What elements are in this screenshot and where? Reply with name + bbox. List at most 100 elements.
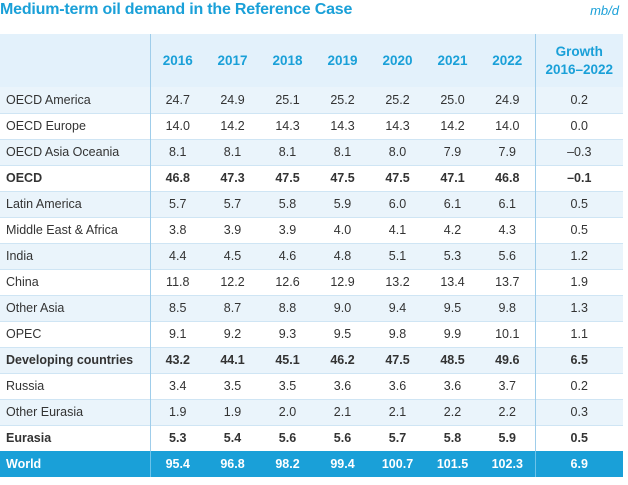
value-cell: 96.8 <box>205 451 260 477</box>
value-cell: 14.3 <box>315 112 370 139</box>
value-cell: 3.9 <box>260 216 315 243</box>
value-cell: 9.0 <box>315 294 370 321</box>
row-label: OECD America <box>0 87 150 113</box>
growth-cell: 6.5 <box>534 346 623 373</box>
growth-cell: 1.1 <box>534 320 623 347</box>
value-cell: 48.5 <box>425 346 480 373</box>
growth-cell: –0.3 <box>534 138 623 165</box>
row-label: OECD <box>0 164 150 191</box>
value-cell: 3.6 <box>370 372 425 399</box>
value-cell: 6.0 <box>370 190 425 217</box>
value-cell: 4.2 <box>425 216 480 243</box>
value-cell: 14.3 <box>260 112 315 139</box>
table-row: India 4.4 4.5 4.6 4.8 5.1 5.3 5.6 1.2 <box>0 242 623 269</box>
row-label: OECD Asia Oceania <box>0 138 150 165</box>
value-cell: 8.8 <box>260 294 315 321</box>
value-cell: 14.2 <box>205 112 260 139</box>
header-year: 2017 <box>205 34 260 87</box>
table-row: Developing countries 43.2 44.1 45.1 46.2 47.5… <box>0 346 623 373</box>
value-cell: 47.5 <box>260 164 315 191</box>
oil-demand-table: 2016 2017 2018 2019 2020 2021 2022 Growt… <box>0 34 623 477</box>
value-cell: 47.1 <box>425 164 480 191</box>
table-row: Middle East & Africa 3.8 3.9 3.9 4.0 4.1 4.2 4.… <box>0 216 623 243</box>
value-cell: 5.6 <box>315 424 370 451</box>
value-cell: 99.4 <box>315 451 370 477</box>
table-row: World 95.4 96.8 98.2 99.4 100.7 101.5 102.3 6.9 <box>0 451 623 477</box>
value-cell: 45.1 <box>260 346 315 373</box>
value-cell: 5.3 <box>425 242 480 269</box>
value-cell: 3.9 <box>205 216 260 243</box>
title-bar: Medium-term oil demand in the Reference … <box>0 0 628 34</box>
header-growth-line1: Growth <box>555 43 603 59</box>
row-label: Latin America <box>0 190 150 217</box>
growth-cell: 0.3 <box>534 398 623 425</box>
header-year: 2016 <box>149 34 205 87</box>
value-cell: 9.8 <box>480 294 535 321</box>
value-cell: 13.4 <box>425 268 480 295</box>
value-cell: 13.7 <box>480 268 535 295</box>
value-cell: 5.4 <box>205 424 260 451</box>
value-cell: 5.1 <box>370 242 425 269</box>
growth-cell: 0.5 <box>534 424 623 451</box>
value-cell: 2.2 <box>425 398 480 425</box>
growth-cell: 0.5 <box>534 216 623 243</box>
growth-cell: 0.2 <box>534 87 623 113</box>
value-cell: 5.9 <box>315 190 370 217</box>
value-cell: 5.7 <box>370 424 425 451</box>
value-cell: 2.1 <box>370 398 425 425</box>
value-cell: 5.7 <box>149 190 205 217</box>
value-cell: 9.8 <box>370 320 425 347</box>
value-cell: 47.5 <box>370 164 425 191</box>
value-cell: 3.6 <box>425 372 480 399</box>
value-cell: 9.4 <box>370 294 425 321</box>
value-cell: 8.0 <box>370 138 425 165</box>
value-cell: 5.8 <box>425 424 480 451</box>
value-cell: 11.8 <box>149 268 205 295</box>
row-label: Middle East & Africa <box>0 216 150 243</box>
row-label: Other Asia <box>0 294 150 321</box>
header-year: 2021 <box>425 34 480 87</box>
value-cell: 3.5 <box>260 372 315 399</box>
table-row: Other Eurasia 1.9 1.9 2.0 2.1 2.1 2.2 2.2 0.3 <box>0 398 623 425</box>
value-cell: 9.5 <box>425 294 480 321</box>
value-cell: 24.9 <box>205 87 260 113</box>
value-cell: 4.6 <box>260 242 315 269</box>
header-growth-line2: 2016–2022 <box>545 61 614 77</box>
value-cell: 46.2 <box>315 346 370 373</box>
value-cell: 9.2 <box>205 320 260 347</box>
value-cell: 8.7 <box>205 294 260 321</box>
value-cell: 2.2 <box>480 398 535 425</box>
growth-cell: 0.5 <box>534 190 623 217</box>
value-cell: 102.3 <box>480 451 535 477</box>
row-label: India <box>0 242 150 269</box>
value-cell: 9.9 <box>425 320 480 347</box>
value-cell: 2.0 <box>260 398 315 425</box>
header-year: 2020 <box>370 34 425 87</box>
table-row: OECD Europe 14.0 14.2 14.3 14.3 14.3 14.2 14.0 0… <box>0 112 623 139</box>
value-cell: 6.1 <box>480 190 535 217</box>
value-cell: 13.2 <box>370 268 425 295</box>
row-label: World <box>0 451 150 477</box>
row-label: Developing countries <box>0 346 150 373</box>
value-cell: 49.6 <box>480 346 535 373</box>
row-label: China <box>0 268 150 295</box>
row-label: OPEC <box>0 320 150 347</box>
growth-cell: 0.2 <box>534 372 623 399</box>
value-cell: 98.2 <box>260 451 315 477</box>
header-row: 2016 2017 2018 2019 2020 2021 2022 Growt… <box>0 34 623 87</box>
header-growth: Growth 2016–2022 <box>534 34 623 87</box>
growth-cell: 1.2 <box>534 242 623 269</box>
table-row: OECD America 24.7 24.9 25.1 25.2 25.2 25.0 24.9… <box>0 87 623 113</box>
value-cell: 47.3 <box>205 164 260 191</box>
table-row: Eurasia 5.3 5.4 5.6 5.6 5.7 5.8 5.9 0.5 <box>0 424 623 451</box>
value-cell: 100.7 <box>370 451 425 477</box>
value-cell: 5.6 <box>480 242 535 269</box>
value-cell: 8.1 <box>260 138 315 165</box>
table-row: Russia 3.4 3.5 3.5 3.6 3.6 3.6 3.7 0.2 <box>0 372 623 399</box>
value-cell: 12.2 <box>205 268 260 295</box>
value-cell: 4.8 <box>315 242 370 269</box>
value-cell: 5.9 <box>480 424 535 451</box>
row-label: Russia <box>0 372 150 399</box>
value-cell: 9.5 <box>315 320 370 347</box>
header-label-cell <box>0 34 150 87</box>
